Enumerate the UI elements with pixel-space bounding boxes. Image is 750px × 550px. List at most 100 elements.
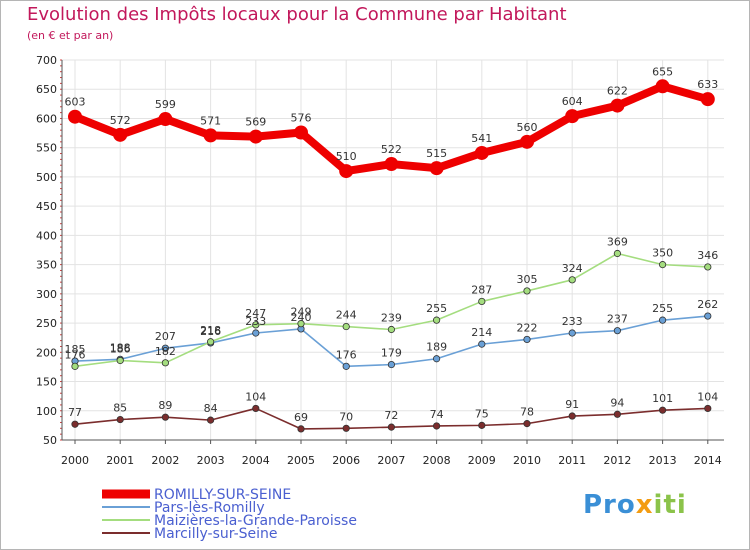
data-label: 77 xyxy=(68,406,82,419)
legend: ROMILLY-SUR-SEINEPars-lès-RomillyMaizièr… xyxy=(102,487,357,542)
data-label: 69 xyxy=(294,411,308,424)
x-tick-label: 2008 xyxy=(423,454,451,467)
x-tick-label: 2007 xyxy=(377,454,405,467)
data-label: 188 xyxy=(110,341,131,354)
data-point xyxy=(568,412,576,420)
data-label: 239 xyxy=(381,312,402,325)
data-point xyxy=(252,321,260,329)
y-tick-label: 350 xyxy=(36,259,57,272)
y-tick-label: 600 xyxy=(36,112,57,125)
data-point xyxy=(520,134,534,149)
data-point xyxy=(384,157,399,172)
data-label: 633 xyxy=(697,78,718,91)
data-point xyxy=(565,109,580,124)
data-label: 222 xyxy=(517,321,538,334)
y-tick-label: 450 xyxy=(36,200,57,213)
data-point xyxy=(655,79,670,94)
data-label: 104 xyxy=(245,390,266,403)
data-label: 70 xyxy=(339,410,353,423)
data-point xyxy=(610,98,625,113)
data-point xyxy=(432,316,441,324)
data-label: 185 xyxy=(65,343,86,356)
data-point xyxy=(387,423,395,431)
data-label: 255 xyxy=(426,302,447,315)
data-point xyxy=(252,329,260,337)
data-point xyxy=(658,261,667,269)
data-point xyxy=(387,360,395,369)
x-tick-label: 2014 xyxy=(694,454,722,467)
data-label: 176 xyxy=(336,348,357,361)
data-point xyxy=(207,416,215,424)
data-point xyxy=(429,161,444,176)
data-point xyxy=(113,127,128,142)
data-point xyxy=(568,329,576,337)
data-label: 186 xyxy=(110,342,131,355)
data-label: 216 xyxy=(200,325,221,338)
data-label: 240 xyxy=(291,311,312,324)
data-point xyxy=(568,276,576,284)
data-label: 78 xyxy=(520,406,534,419)
data-label: 541 xyxy=(471,132,492,145)
data-label: 244 xyxy=(336,309,357,322)
x-tick-label: 2003 xyxy=(197,454,225,467)
y-tick-label: 500 xyxy=(36,171,57,184)
data-point xyxy=(432,422,441,430)
y-tick-label: 650 xyxy=(36,83,57,96)
x-tick-label: 2004 xyxy=(242,454,270,467)
data-point xyxy=(158,112,173,127)
data-label: 249 xyxy=(291,306,312,319)
y-tick-label: 250 xyxy=(36,317,57,330)
data-point xyxy=(161,344,169,352)
data-label: 603 xyxy=(65,96,86,109)
data-label: 247 xyxy=(245,307,266,320)
data-point xyxy=(613,327,622,335)
data-label: 72 xyxy=(384,409,398,422)
data-label: 369 xyxy=(607,236,628,249)
data-point xyxy=(248,129,263,144)
x-tick-label: 2001 xyxy=(106,454,134,467)
data-label: 176 xyxy=(65,348,86,361)
data-label: 560 xyxy=(517,121,538,134)
data-point xyxy=(387,325,395,334)
data-label: 346 xyxy=(697,249,718,262)
x-tick-label: 2000 xyxy=(61,454,89,467)
y-tick-label: 50 xyxy=(43,434,57,447)
data-point xyxy=(342,424,350,432)
data-point xyxy=(474,145,489,160)
legend-label: ROMILLY-SUR-SEINE xyxy=(154,487,291,503)
data-label: 569 xyxy=(245,116,266,129)
data-point xyxy=(613,410,622,418)
data-point xyxy=(432,355,441,363)
data-point xyxy=(297,425,305,433)
data-point xyxy=(68,109,82,124)
data-point xyxy=(252,404,260,413)
data-point xyxy=(478,421,486,429)
data-label: 89 xyxy=(158,399,172,412)
data-point xyxy=(478,297,486,306)
series-group xyxy=(68,79,715,433)
data-label: 510 xyxy=(336,150,357,163)
data-label: 75 xyxy=(475,407,489,420)
data-label: 104 xyxy=(697,390,718,403)
data-label: 179 xyxy=(381,347,402,360)
data-label: 287 xyxy=(471,283,492,296)
y-tick-label: 200 xyxy=(36,346,57,359)
data-point xyxy=(523,287,531,295)
data-label: 572 xyxy=(110,114,131,127)
data-point xyxy=(658,316,667,324)
data-label: 262 xyxy=(697,298,718,311)
data-label: 350 xyxy=(652,247,673,260)
x-tick-label: 2010 xyxy=(513,454,541,467)
data-point xyxy=(704,263,712,271)
data-label: 74 xyxy=(430,408,444,421)
data-label: 305 xyxy=(517,273,538,286)
data-label: 218 xyxy=(200,324,221,337)
data-labels: 77 85 89 84 104 69 70 72 74 75 78 91 94 101 104 185 188 2… xyxy=(65,65,719,424)
y-tick-label: 550 xyxy=(36,142,57,155)
x-tick-label: 2005 xyxy=(287,454,315,467)
data-point xyxy=(203,128,218,143)
data-label: 101 xyxy=(652,392,673,405)
y-tick-label: 100 xyxy=(36,405,57,418)
data-point xyxy=(297,320,305,328)
data-point xyxy=(116,356,124,365)
